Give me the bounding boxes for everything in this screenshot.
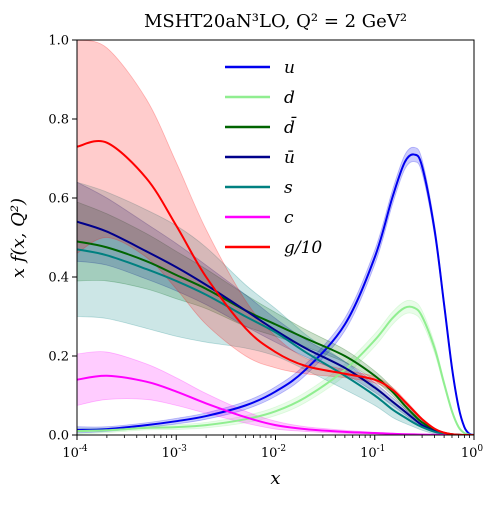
series-line-1 xyxy=(77,305,474,435)
x-axis-label: x xyxy=(270,468,280,489)
legend-label: s xyxy=(284,178,293,198)
band-5 xyxy=(77,351,474,435)
uncertainty-bands xyxy=(77,40,474,435)
y-tick-label: 0.2 xyxy=(48,350,69,365)
band-6 xyxy=(77,40,474,435)
x-tick-label: 10-2 xyxy=(261,444,286,461)
legend-label: d xyxy=(284,88,295,108)
x-tick-label: 100 xyxy=(461,444,484,461)
y-tick-label: 0.6 xyxy=(48,192,69,207)
band-4 xyxy=(77,181,474,435)
legend: ud d̄ ūsc g/10 xyxy=(225,58,322,258)
chart-title: MSHT20aN³LO, Q² = 2 GeV² xyxy=(144,11,407,32)
axis-ticks: 10-4 10-3 10-2 10-1 100 0.0 0.2 0.4 0.6 0.8 1.0 xyxy=(48,34,483,462)
y-axis-label: x f(x, Q²) xyxy=(8,198,29,278)
legend-label: c xyxy=(284,208,294,228)
y-tick-label: 0.8 xyxy=(48,113,69,128)
y-tick-label: 0.4 xyxy=(48,271,69,286)
legend-label: d̄ xyxy=(284,115,297,138)
series-line-5 xyxy=(77,374,474,435)
x-tick-label: 10-3 xyxy=(162,444,188,461)
legend-label: g/10 xyxy=(284,238,322,258)
series-line-0 xyxy=(77,153,474,435)
y-tick-label: 0.0 xyxy=(48,429,69,444)
legend-label: u xyxy=(284,58,295,78)
x-tick-label: 10-4 xyxy=(62,444,88,461)
legend-label: ū xyxy=(284,148,295,168)
y-tick-label: 1.0 xyxy=(48,34,69,49)
x-tick-label: 10-1 xyxy=(360,444,385,461)
